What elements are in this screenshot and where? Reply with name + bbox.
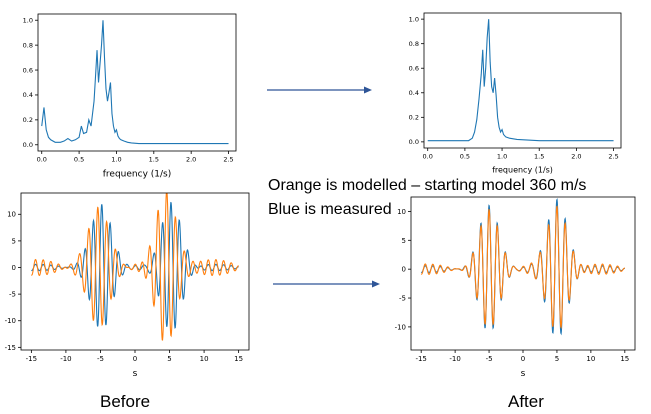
y-tick-label: 0: [402, 266, 406, 274]
y-tick-label: -10: [395, 323, 406, 331]
y-tick-label: 0.6: [23, 66, 33, 74]
x-tick-label: 0: [133, 355, 137, 363]
y-tick-label: 0.4: [409, 89, 419, 97]
y-tick-label: 10: [7, 211, 16, 219]
y-tick-label: 0: [12, 264, 16, 272]
x-tick-label: -5: [97, 355, 104, 363]
x-tick-label: 1.5: [534, 153, 544, 161]
measured-note: Blue is measured: [268, 201, 392, 218]
before-label: Before: [100, 392, 151, 411]
x-axis-label: s: [133, 369, 138, 379]
arrow-bottom: [273, 280, 380, 288]
y-tick-label: 0.4: [23, 91, 33, 99]
y-tick-label: -5: [9, 291, 16, 299]
x-tick-label: -15: [26, 355, 37, 363]
modelled-note: Orange is modelled – starting model 360 …: [268, 177, 587, 194]
y-tick-label: 0.6: [409, 65, 419, 73]
x-tick-label: 15: [620, 355, 629, 363]
x-tick-label: 1.5: [149, 156, 159, 164]
x-tick-label: 2.5: [608, 153, 618, 161]
y-tick-label: 0.0: [23, 141, 33, 149]
series-line-0: [427, 19, 614, 142]
arrow-top: [267, 86, 372, 94]
x-tick-label: 5: [167, 355, 171, 363]
plot-frame: [410, 196, 636, 351]
x-axis-label: s: [521, 369, 526, 379]
spectrum-after-chart: 0.0 0.5 1.0 1.5 2.0 2.5 0.0 0.2 0.4 0.6 0.8 1.0 freq…: [409, 12, 622, 175]
x-tick-label: -15: [415, 355, 426, 363]
y-tick-label: 0.8: [23, 41, 33, 49]
waveform-before-chart: -15 -10 -5 0 5 10 15 -15 -10 -5 0 5 10 s: [5, 192, 250, 379]
spectrum-before-chart: 0.0 0.5 1.0 1.5 2.0 2.5 0.0 0.2 0.4 0.6 0.8 1.0 freq…: [23, 13, 237, 180]
y-tick-label: 5: [12, 237, 16, 245]
x-tick-label: 5: [555, 355, 559, 363]
x-axis-label: frequency (1/s): [492, 166, 553, 175]
plot-frame: [37, 13, 237, 152]
x-tick-label: -10: [60, 355, 71, 363]
y-tick-label: 5: [402, 237, 406, 245]
plot-frame: [423, 12, 622, 149]
x-tick-label: 2.5: [223, 156, 233, 164]
x-tick-label: 2.0: [186, 156, 196, 164]
x-tick-label: 15: [234, 355, 243, 363]
y-tick-label: -10: [5, 317, 16, 325]
y-tick-label: 0.2: [409, 114, 419, 122]
series-line-1: [30, 193, 239, 341]
y-tick-label: 10: [397, 208, 406, 216]
x-tick-label: -10: [449, 355, 460, 363]
x-tick-label: 0.0: [423, 153, 433, 161]
x-tick-label: 0: [521, 355, 525, 363]
y-tick-label: 1.0: [23, 17, 33, 25]
x-tick-label: -5: [486, 355, 493, 363]
x-tick-label: 10: [200, 355, 209, 363]
series-line-0: [41, 20, 229, 145]
y-tick-label: -15: [5, 344, 16, 352]
y-tick-label: 0.0: [409, 138, 419, 146]
y-tick-label: 0.2: [23, 116, 33, 124]
x-axis-label: frequency (1/s): [103, 170, 171, 180]
after-label: After: [508, 392, 544, 411]
x-tick-label: 2.0: [571, 153, 581, 161]
x-tick-label: 0.5: [460, 153, 470, 161]
waveform-after-chart: -15 -10 -5 0 5 10 15 -10 -5 0 5 10 s: [395, 196, 636, 379]
series-line-0: [31, 201, 239, 329]
y-tick-label: 0.8: [409, 40, 419, 48]
y-tick-label: -5: [399, 294, 406, 302]
x-tick-label: 0.0: [37, 156, 47, 164]
x-tick-label: 0.5: [74, 156, 84, 164]
y-tick-label: 1.0: [409, 15, 419, 23]
x-tick-label: 1.0: [111, 156, 121, 164]
x-tick-label: 1.0: [497, 153, 507, 161]
x-tick-label: 10: [586, 355, 595, 363]
series-line-1: [420, 205, 625, 330]
